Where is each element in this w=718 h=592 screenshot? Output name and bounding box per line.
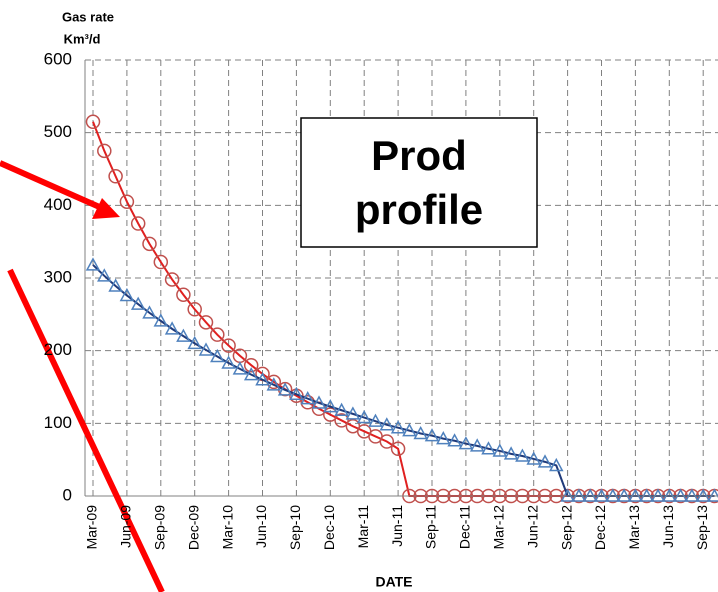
marker xyxy=(300,391,315,405)
marker xyxy=(334,402,349,417)
x-tick-label: Sep-13 xyxy=(694,505,710,550)
marker xyxy=(142,305,157,319)
marker xyxy=(108,278,123,292)
marker xyxy=(447,433,462,447)
x-tick-label: Jun-09 xyxy=(118,505,134,548)
marker xyxy=(97,268,112,282)
y-axis-unit: Km³/d xyxy=(64,31,101,46)
x-tick-label: Mar-10 xyxy=(219,505,235,550)
annotation: Prod profile xyxy=(354,131,484,233)
marker xyxy=(198,342,214,356)
marker xyxy=(356,409,372,424)
marker xyxy=(277,382,293,396)
y-tick-label: 300 xyxy=(44,267,72,286)
marker xyxy=(266,377,282,391)
y-axis-title: Gas rate xyxy=(62,9,114,24)
marker xyxy=(85,114,101,130)
y-tick-label: 100 xyxy=(44,413,72,432)
marks xyxy=(85,114,718,504)
marker xyxy=(300,395,315,410)
x-tick-label: Mar-13 xyxy=(626,505,642,550)
x-tick-label: Sep-12 xyxy=(558,505,574,550)
arrow-head xyxy=(92,198,120,219)
x-tick-label: Mar-11 xyxy=(355,505,371,549)
marker xyxy=(492,443,508,457)
marker xyxy=(503,446,519,460)
x-tick-label: Dec-11 xyxy=(457,505,473,549)
marker xyxy=(85,257,101,271)
marker xyxy=(436,431,451,445)
red-arrows xyxy=(0,160,165,592)
marker xyxy=(526,451,541,465)
x-axis-title: DATE xyxy=(375,574,412,590)
x-tick-label: Jun-10 xyxy=(253,505,269,548)
marker xyxy=(289,386,304,401)
marker xyxy=(130,296,146,310)
marker xyxy=(153,254,169,270)
marker xyxy=(164,272,180,287)
marker xyxy=(243,367,259,381)
y-tick-label: 600 xyxy=(44,49,72,68)
marker xyxy=(311,395,327,409)
x-tick-label: Dec-12 xyxy=(592,505,608,550)
marker xyxy=(153,313,169,327)
x-tick-label: Jun-12 xyxy=(524,505,540,548)
y-tick-label: 0 xyxy=(63,485,72,504)
marker xyxy=(424,428,440,442)
x-tick-label: Jun-13 xyxy=(660,505,676,548)
marker xyxy=(402,423,417,437)
arrow-shaft xyxy=(0,160,106,212)
annotation-holder: Prod profile xyxy=(354,131,484,233)
marker xyxy=(413,425,428,440)
marker xyxy=(334,413,349,428)
annotation-box xyxy=(300,117,538,248)
marker xyxy=(232,361,248,375)
marker xyxy=(390,441,406,457)
marker xyxy=(390,420,406,434)
x-tick-label: Sep-11 xyxy=(423,505,439,549)
marker xyxy=(481,441,496,455)
marker xyxy=(549,457,564,472)
marker xyxy=(469,438,485,452)
marker xyxy=(458,436,474,450)
marker xyxy=(368,413,383,427)
x-tick-label: Dec-10 xyxy=(321,505,337,550)
marker xyxy=(210,348,225,363)
y-tick-label: 400 xyxy=(44,195,72,214)
marker xyxy=(379,434,395,449)
y-tick-label: 500 xyxy=(44,122,72,141)
x-tick-label: Jun-11 xyxy=(389,505,405,547)
marker xyxy=(379,417,395,431)
x-tick-label: Sep-10 xyxy=(287,505,303,550)
marker xyxy=(97,143,112,159)
marker xyxy=(142,236,157,252)
x-tick-label: Mar-12 xyxy=(491,505,507,550)
y-tick-label: 200 xyxy=(44,340,72,359)
marker xyxy=(210,327,225,342)
x-tick-label: Dec-09 xyxy=(185,505,201,550)
marker xyxy=(176,328,191,342)
marker xyxy=(176,287,191,302)
marker xyxy=(221,355,236,369)
marker xyxy=(198,315,214,330)
marker xyxy=(323,399,338,413)
marker xyxy=(119,287,135,302)
marker xyxy=(187,335,202,350)
marker xyxy=(243,357,259,373)
marker xyxy=(345,406,361,420)
marker xyxy=(255,372,270,386)
x-tick-label: Mar-09 xyxy=(84,505,100,550)
marker xyxy=(221,338,236,353)
marker xyxy=(164,321,180,335)
x-tick-label: Sep-09 xyxy=(152,505,168,550)
marker xyxy=(119,194,135,209)
marker xyxy=(130,216,146,231)
marker xyxy=(108,169,123,184)
marker xyxy=(515,448,530,462)
marker xyxy=(537,454,553,468)
marker xyxy=(187,301,202,317)
pointer-line xyxy=(7,268,165,592)
